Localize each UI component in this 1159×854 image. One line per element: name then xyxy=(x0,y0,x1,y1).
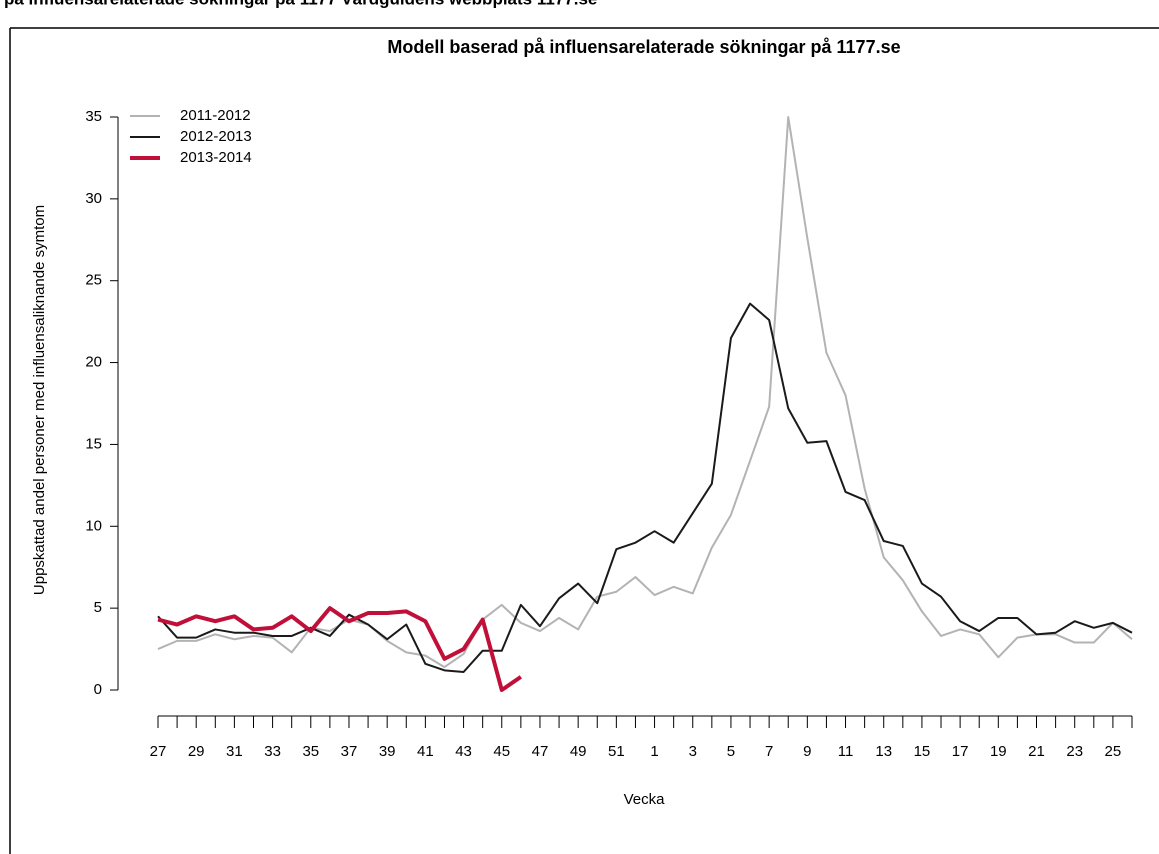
x-tick-label: 29 xyxy=(188,743,205,760)
x-tick-label: 43 xyxy=(455,743,472,760)
x-tick-label: 27 xyxy=(150,743,167,760)
data-line xyxy=(157,606,522,692)
y-tick-label: 35 xyxy=(85,108,102,125)
y-tick-label: 10 xyxy=(85,517,102,534)
x-tick-label: 51 xyxy=(608,743,625,760)
x-tick-label: 3 xyxy=(689,743,697,760)
x-tick-label: 19 xyxy=(990,743,1007,760)
x-tick-label: 15 xyxy=(914,743,931,760)
x-tick-label: 39 xyxy=(379,743,396,760)
x-tick-label: 33 xyxy=(264,743,281,760)
x-tick-label: 11 xyxy=(838,743,854,760)
y-axis-label: Uppskattad andel personer med influensal… xyxy=(31,205,48,595)
legend-label: 2012-2013 xyxy=(180,128,252,145)
x-tick-label: 35 xyxy=(302,743,319,760)
x-tick-label: 5 xyxy=(727,743,735,760)
x-tick-label: 23 xyxy=(1066,743,1083,760)
x-tick-label: 45 xyxy=(493,743,510,760)
y-tick-label: 0 xyxy=(94,681,102,698)
x-tick-label: 9 xyxy=(803,743,811,760)
y-tick-label: 5 xyxy=(94,599,102,616)
legend-label: 2011-2012 xyxy=(180,107,251,124)
page-header: på influensarelaterade sökningar på 1177… xyxy=(4,0,597,8)
x-tick-label: 1 xyxy=(650,743,658,760)
y-tick-label: 15 xyxy=(85,435,102,452)
y-tick-label: 30 xyxy=(85,190,102,207)
x-tick-label: 17 xyxy=(952,743,969,760)
chart-title: Modell baserad på influensarelaterade sö… xyxy=(387,37,900,57)
x-tick-label: 47 xyxy=(532,743,549,760)
x-tick-label: 41 xyxy=(417,743,434,760)
data-line xyxy=(157,302,1133,673)
x-tick-label: 13 xyxy=(875,743,892,760)
x-tick-label: 21 xyxy=(1028,743,1045,760)
x-axis-label: Vecka xyxy=(624,791,666,808)
x-tick-label: 37 xyxy=(341,743,358,760)
y-tick-label: 25 xyxy=(85,272,102,289)
x-tick-label: 49 xyxy=(570,743,587,760)
x-tick-label: 25 xyxy=(1105,743,1122,760)
legend-label: 2013-2014 xyxy=(180,149,252,166)
x-tick-label: 31 xyxy=(226,743,243,760)
y-tick-label: 20 xyxy=(85,354,102,371)
data-line xyxy=(157,116,1133,669)
x-tick-label: 7 xyxy=(765,743,773,760)
